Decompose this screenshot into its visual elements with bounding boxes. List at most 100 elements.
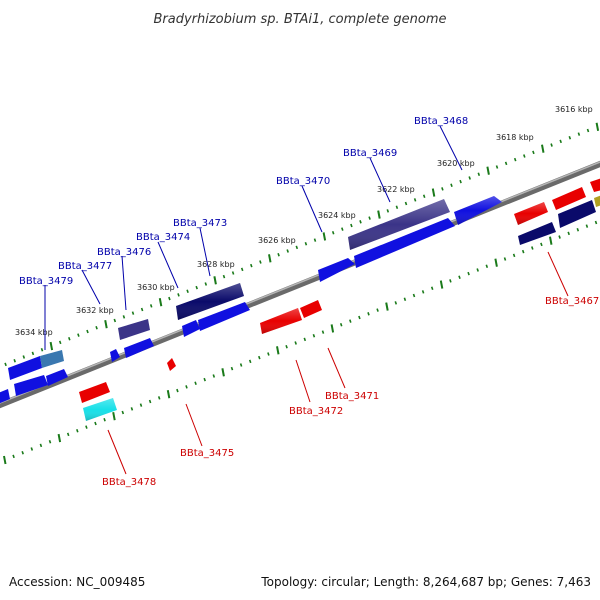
gene-bbta-3476[interactable] bbox=[118, 319, 150, 340]
gene-label-bbta-3479[interactable]: BBta_3479 bbox=[19, 276, 73, 287]
scale-minor-tick bbox=[40, 347, 44, 352]
gene-label-bbta-3470[interactable]: BBta_3470 bbox=[276, 176, 330, 187]
gene-bbta-3471[interactable] bbox=[300, 300, 322, 318]
gene-bbta-3477[interactable] bbox=[110, 349, 120, 362]
scale-minor-tick bbox=[122, 315, 126, 319]
scale-minor-tick bbox=[321, 330, 325, 334]
gene-bbta-3474b[interactable] bbox=[182, 320, 200, 337]
scale-minor-tick bbox=[339, 323, 343, 327]
gene-bbta-3467b[interactable] bbox=[552, 187, 586, 210]
scale-minor-tick bbox=[576, 228, 580, 232]
gene-bbta-3475[interactable] bbox=[167, 358, 176, 371]
gene-label-bbta-3469[interactable]: BBta_3469 bbox=[343, 148, 397, 159]
scale-minor-tick bbox=[459, 179, 462, 184]
scale-minor-tick bbox=[103, 418, 106, 422]
scale-minor-tick bbox=[203, 377, 206, 382]
scale-minor-tick bbox=[585, 224, 589, 228]
kbp-label: 3616 kbp bbox=[555, 105, 593, 114]
scale-minor-tick bbox=[176, 388, 179, 393]
gene-label-bbta-3475[interactable]: BBta_3475 bbox=[180, 448, 234, 459]
gene-bbta-3467c[interactable] bbox=[590, 178, 600, 192]
scale-major-tick bbox=[221, 368, 225, 377]
gene-label-bbta-3471[interactable]: BBta_3471 bbox=[325, 391, 379, 402]
scale-minor-tick bbox=[185, 385, 188, 389]
scale-minor-tick bbox=[39, 443, 43, 448]
scale-major-tick bbox=[268, 254, 272, 263]
scale-minor-tick bbox=[85, 425, 88, 429]
scale-major-tick bbox=[377, 210, 381, 219]
gene-bbta-3480[interactable] bbox=[14, 375, 48, 396]
gene-bbta-3479b[interactable] bbox=[40, 350, 64, 368]
scale-minor-tick bbox=[95, 326, 98, 330]
scale-minor-tick bbox=[130, 407, 134, 411]
gene-bbta-3478[interactable] bbox=[79, 382, 110, 403]
scale-minor-tick bbox=[485, 264, 489, 269]
gene-label-bbta-3477[interactable]: BBta_3477 bbox=[58, 261, 112, 272]
scale-major-tick bbox=[330, 324, 335, 333]
scale-major-tick bbox=[439, 280, 444, 289]
gene-bbta-3480b[interactable] bbox=[46, 369, 68, 386]
scale-minor-tick bbox=[468, 176, 471, 180]
gene-label-bbta-3476[interactable]: BBta_3476 bbox=[97, 247, 151, 258]
scale-minor-tick bbox=[504, 161, 508, 166]
scale-minor-tick bbox=[76, 429, 79, 433]
scale-minor-tick bbox=[22, 355, 26, 359]
scale-minor-tick bbox=[477, 172, 481, 177]
scale-minor-tick bbox=[450, 183, 453, 188]
scale-minor-tick bbox=[303, 337, 307, 342]
scale-minor-tick bbox=[458, 275, 461, 280]
kbp-label: 3622 kbp bbox=[377, 185, 415, 194]
gene-label-bbta-3472[interactable]: BBta_3472 bbox=[289, 406, 343, 417]
scale-major-tick bbox=[549, 236, 553, 245]
gene-edge-right-b[interactable] bbox=[518, 222, 556, 245]
scale-minor-tick bbox=[230, 366, 234, 371]
scale-minor-tick bbox=[412, 293, 416, 298]
scale-minor-tick bbox=[295, 245, 299, 250]
gene-bbta-3481[interactable] bbox=[0, 389, 10, 404]
scale-minor-tick bbox=[394, 301, 398, 305]
gene-bbta-3470[interactable] bbox=[354, 218, 455, 268]
gene-label-bbta-3474[interactable]: BBta_3474 bbox=[136, 232, 190, 243]
scale-minor-tick bbox=[258, 355, 261, 360]
scale-minor-tick bbox=[259, 260, 262, 264]
scale-minor-tick bbox=[250, 263, 253, 268]
scale-minor-tick bbox=[403, 297, 407, 301]
scale-minor-tick bbox=[404, 201, 408, 206]
scale-minor-tick bbox=[586, 128, 590, 133]
scale-minor-tick bbox=[186, 289, 189, 294]
scale-minor-tick bbox=[58, 340, 62, 345]
gene-labels: BBta_3468 BBta_3469 BBta_3470 BBta_3473 … bbox=[19, 116, 599, 488]
gene-edge-right[interactable] bbox=[558, 200, 596, 228]
scale-minor-tick bbox=[94, 421, 97, 426]
scale-minor-tick bbox=[395, 205, 399, 209]
scale-minor-tick bbox=[66, 432, 70, 437]
gene-label-bbta-3473[interactable]: BBta_3473 bbox=[173, 218, 227, 229]
gene-label-bbta-3468[interactable]: BBta_3468 bbox=[414, 116, 468, 127]
gene-bbta-3476b[interactable] bbox=[124, 338, 154, 358]
scale-minor-tick bbox=[521, 249, 525, 254]
lower-scale-track bbox=[3, 220, 598, 465]
genome-summary-text: Topology: circular; Length: 8,264,687 bp… bbox=[260, 575, 591, 589]
scale-minor-tick bbox=[341, 227, 344, 231]
scale-minor-tick bbox=[421, 290, 425, 294]
scale-minor-tick bbox=[359, 220, 362, 224]
gene-label-bbta-3467[interactable]: BBta_3467 bbox=[545, 296, 599, 307]
scale-minor-tick bbox=[204, 282, 208, 286]
gene-label-bbta-3478[interactable]: BBta_3478 bbox=[102, 477, 156, 488]
kbp-label: 3618 kbp bbox=[496, 133, 534, 142]
scale-minor-tick bbox=[441, 187, 444, 191]
scale-minor-tick bbox=[240, 267, 244, 272]
gene-bbta-3474[interactable] bbox=[198, 302, 250, 331]
scale-minor-tick bbox=[13, 358, 16, 363]
gene-bbta-3470b[interactable] bbox=[318, 258, 355, 282]
gene-bbta-3479[interactable] bbox=[8, 356, 42, 380]
scale-minor-tick bbox=[430, 286, 434, 290]
genome-backbone bbox=[0, 160, 600, 409]
scale-minor-tick bbox=[4, 362, 7, 367]
scale-minor-tick bbox=[594, 220, 598, 225]
scale-minor-tick bbox=[121, 410, 125, 415]
gene-edge-olive[interactable] bbox=[594, 195, 600, 207]
scale-minor-tick bbox=[149, 304, 153, 308]
scale-minor-tick bbox=[476, 268, 479, 272]
